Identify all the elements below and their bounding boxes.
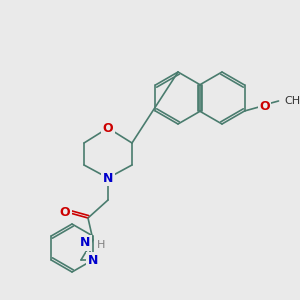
Text: O: O — [60, 206, 70, 220]
Text: O: O — [103, 122, 113, 134]
Text: CH₃: CH₃ — [284, 96, 300, 106]
Text: O: O — [259, 100, 270, 112]
Text: N: N — [103, 172, 113, 184]
Text: N: N — [88, 254, 98, 266]
Text: H: H — [97, 240, 105, 250]
Text: N: N — [80, 236, 90, 250]
